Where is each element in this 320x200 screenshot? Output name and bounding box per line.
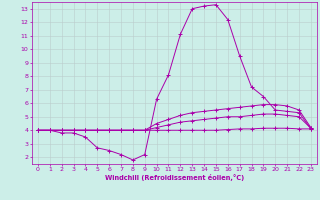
- X-axis label: Windchill (Refroidissement éolien,°C): Windchill (Refroidissement éolien,°C): [105, 174, 244, 181]
